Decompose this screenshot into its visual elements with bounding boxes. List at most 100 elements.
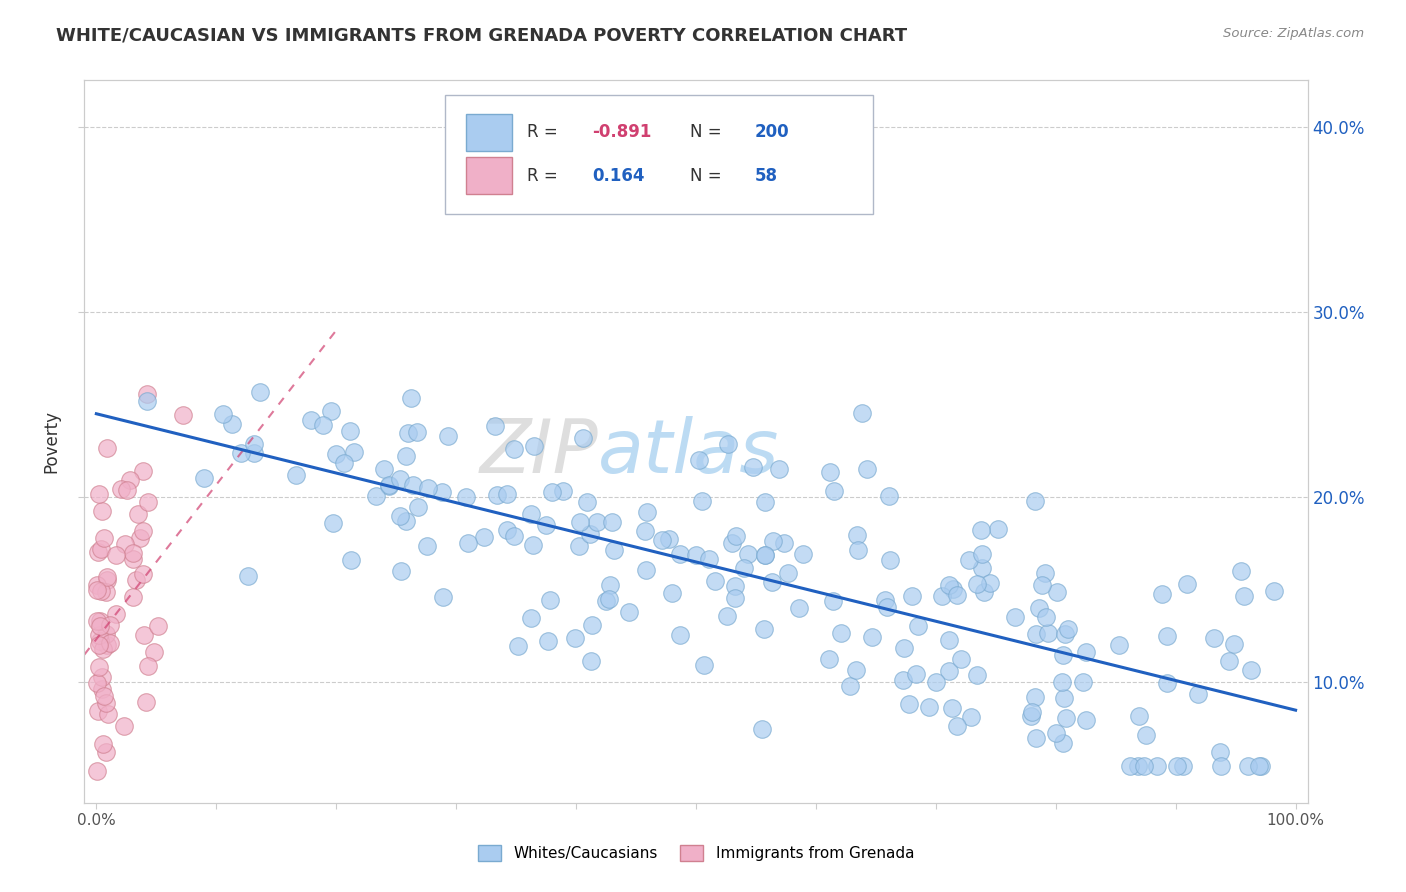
Point bbox=[1004, 610, 1026, 624]
Point bbox=[733, 560, 755, 574]
Point bbox=[900, 589, 922, 603]
Point bbox=[941, 701, 963, 715]
Point bbox=[321, 404, 343, 418]
Point bbox=[768, 462, 790, 476]
Point bbox=[96, 570, 118, 584]
Point bbox=[503, 442, 526, 456]
Point bbox=[773, 536, 796, 550]
Point bbox=[792, 547, 814, 561]
Text: 58: 58 bbox=[755, 167, 778, 185]
Point bbox=[723, 591, 745, 605]
Point bbox=[221, 417, 243, 431]
Point bbox=[1028, 600, 1050, 615]
Point bbox=[599, 578, 621, 592]
Point bbox=[322, 516, 344, 531]
Point bbox=[1171, 758, 1194, 772]
Point bbox=[536, 517, 558, 532]
Point bbox=[724, 529, 747, 543]
Point bbox=[839, 679, 862, 693]
Point bbox=[891, 673, 914, 687]
Point bbox=[97, 707, 120, 722]
Point bbox=[136, 393, 159, 408]
Point bbox=[135, 387, 157, 401]
Point bbox=[970, 523, 993, 537]
Point bbox=[124, 573, 146, 587]
Point bbox=[1133, 758, 1156, 772]
Point bbox=[1156, 676, 1178, 690]
Point bbox=[1146, 758, 1168, 772]
Point bbox=[634, 524, 657, 539]
Text: 0.164: 0.164 bbox=[592, 167, 644, 185]
Point bbox=[90, 583, 112, 598]
Point bbox=[1046, 585, 1069, 599]
Point bbox=[86, 545, 108, 559]
Point bbox=[136, 494, 159, 508]
Point bbox=[1156, 628, 1178, 642]
Point bbox=[541, 485, 564, 500]
Point bbox=[243, 446, 266, 460]
FancyBboxPatch shape bbox=[446, 95, 873, 214]
Point bbox=[389, 472, 412, 486]
Point bbox=[212, 407, 235, 421]
Point bbox=[576, 495, 599, 509]
Point bbox=[340, 553, 363, 567]
Point bbox=[762, 533, 785, 548]
Point bbox=[389, 565, 412, 579]
Point bbox=[454, 490, 477, 504]
Bar bbox=[465, 113, 513, 151]
Point bbox=[1035, 609, 1057, 624]
Point bbox=[1045, 726, 1067, 740]
Point bbox=[172, 408, 194, 422]
Point bbox=[897, 697, 920, 711]
Point bbox=[651, 533, 673, 547]
Point bbox=[949, 651, 972, 665]
Point bbox=[1054, 711, 1077, 725]
Point bbox=[1240, 663, 1263, 677]
Point bbox=[135, 695, 157, 709]
Point bbox=[1074, 713, 1097, 727]
Point bbox=[619, 605, 641, 619]
Point bbox=[693, 658, 716, 673]
Point bbox=[717, 437, 740, 451]
Point bbox=[1230, 564, 1253, 578]
Point bbox=[495, 487, 517, 501]
Point bbox=[1263, 583, 1285, 598]
Point bbox=[378, 478, 401, 492]
Point bbox=[585, 515, 607, 529]
Point bbox=[669, 627, 692, 641]
Point bbox=[416, 539, 439, 553]
Point bbox=[522, 538, 544, 552]
Point bbox=[1024, 494, 1046, 508]
Point bbox=[1236, 758, 1258, 772]
Point bbox=[1025, 731, 1047, 745]
Point bbox=[636, 505, 658, 519]
Point bbox=[312, 418, 335, 433]
Point bbox=[86, 764, 108, 778]
Point bbox=[96, 573, 118, 587]
Point bbox=[129, 531, 152, 545]
Point bbox=[506, 639, 529, 653]
Point bbox=[1128, 709, 1150, 723]
Point bbox=[86, 582, 108, 597]
Point bbox=[787, 601, 810, 615]
Point bbox=[851, 406, 873, 420]
Point bbox=[110, 482, 132, 496]
Point bbox=[1108, 638, 1130, 652]
Point bbox=[537, 633, 560, 648]
Point bbox=[846, 543, 869, 558]
Point bbox=[973, 585, 995, 599]
Point bbox=[87, 704, 110, 718]
Point bbox=[1053, 627, 1076, 641]
Point bbox=[1052, 648, 1074, 662]
Point bbox=[399, 391, 422, 405]
Point bbox=[754, 495, 776, 509]
Point bbox=[1025, 627, 1047, 641]
Point bbox=[86, 614, 108, 628]
Point bbox=[598, 591, 620, 606]
Point bbox=[405, 425, 427, 439]
Point bbox=[132, 628, 155, 642]
Point bbox=[946, 719, 969, 733]
Point bbox=[91, 682, 114, 697]
Point bbox=[581, 618, 603, 632]
Point bbox=[957, 553, 980, 567]
